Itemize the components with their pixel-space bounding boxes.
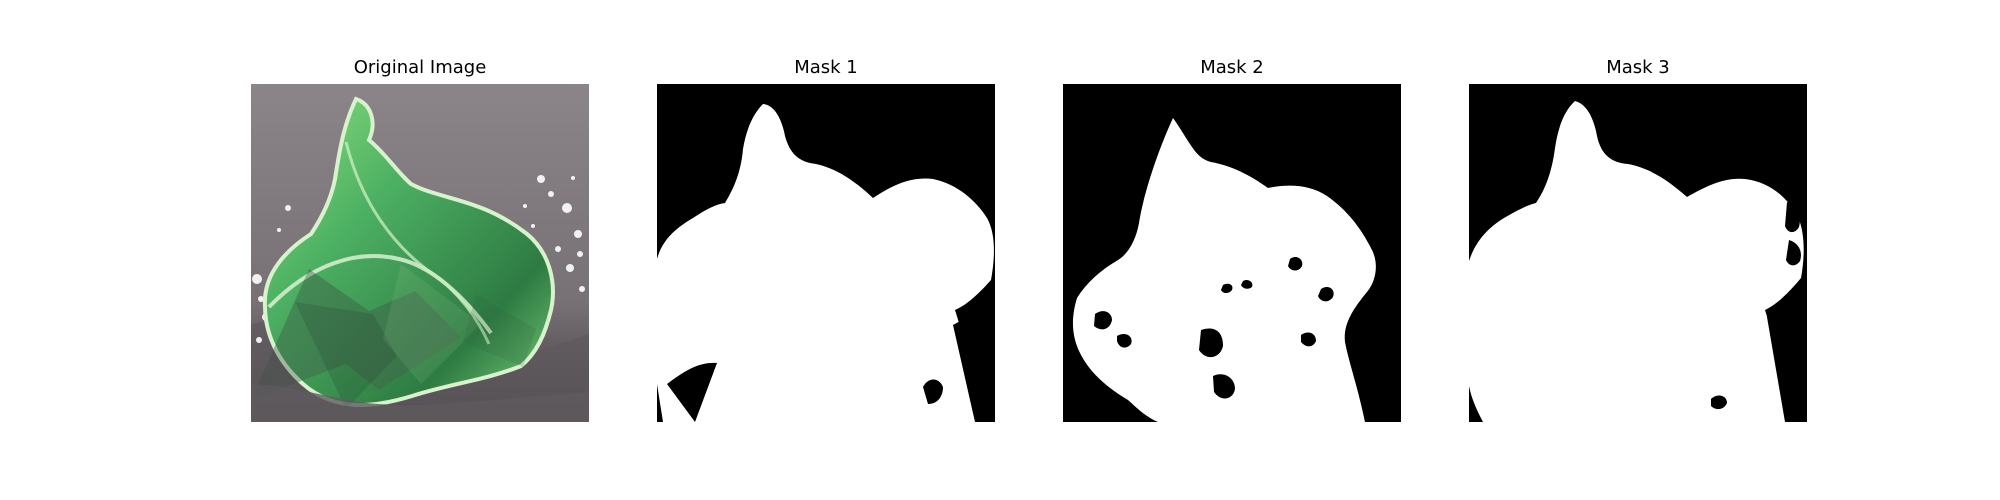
specular-noise	[252, 175, 585, 343]
shadow-facets	[251, 269, 461, 400]
panel-title-mask-3: Mask 3	[1606, 57, 1670, 78]
mask-1-image	[657, 84, 995, 422]
panel-mask-2: Mask 2	[1063, 0, 1401, 430]
mask-3-svg	[1469, 84, 1807, 422]
panel-original: Original Image	[251, 0, 589, 430]
mask-1-shape	[657, 104, 994, 422]
mask-2-shape	[1072, 118, 1376, 422]
mask-2-svg	[1063, 84, 1401, 422]
mask-3-shape	[1469, 101, 1804, 422]
panel-mask-3: Mask 3	[1469, 0, 1807, 430]
mask-1-svg	[657, 84, 995, 422]
leaf-photo-svg	[251, 84, 589, 422]
original-image	[251, 84, 589, 422]
mask-3-image	[1469, 84, 1807, 422]
panel-mask-1: Mask 1	[657, 0, 995, 430]
mask-2-image	[1063, 84, 1401, 422]
panel-title-original: Original Image	[353, 57, 487, 78]
panel-title-mask-2: Mask 2	[1200, 57, 1264, 78]
panel-title-mask-1: Mask 1	[794, 57, 858, 78]
